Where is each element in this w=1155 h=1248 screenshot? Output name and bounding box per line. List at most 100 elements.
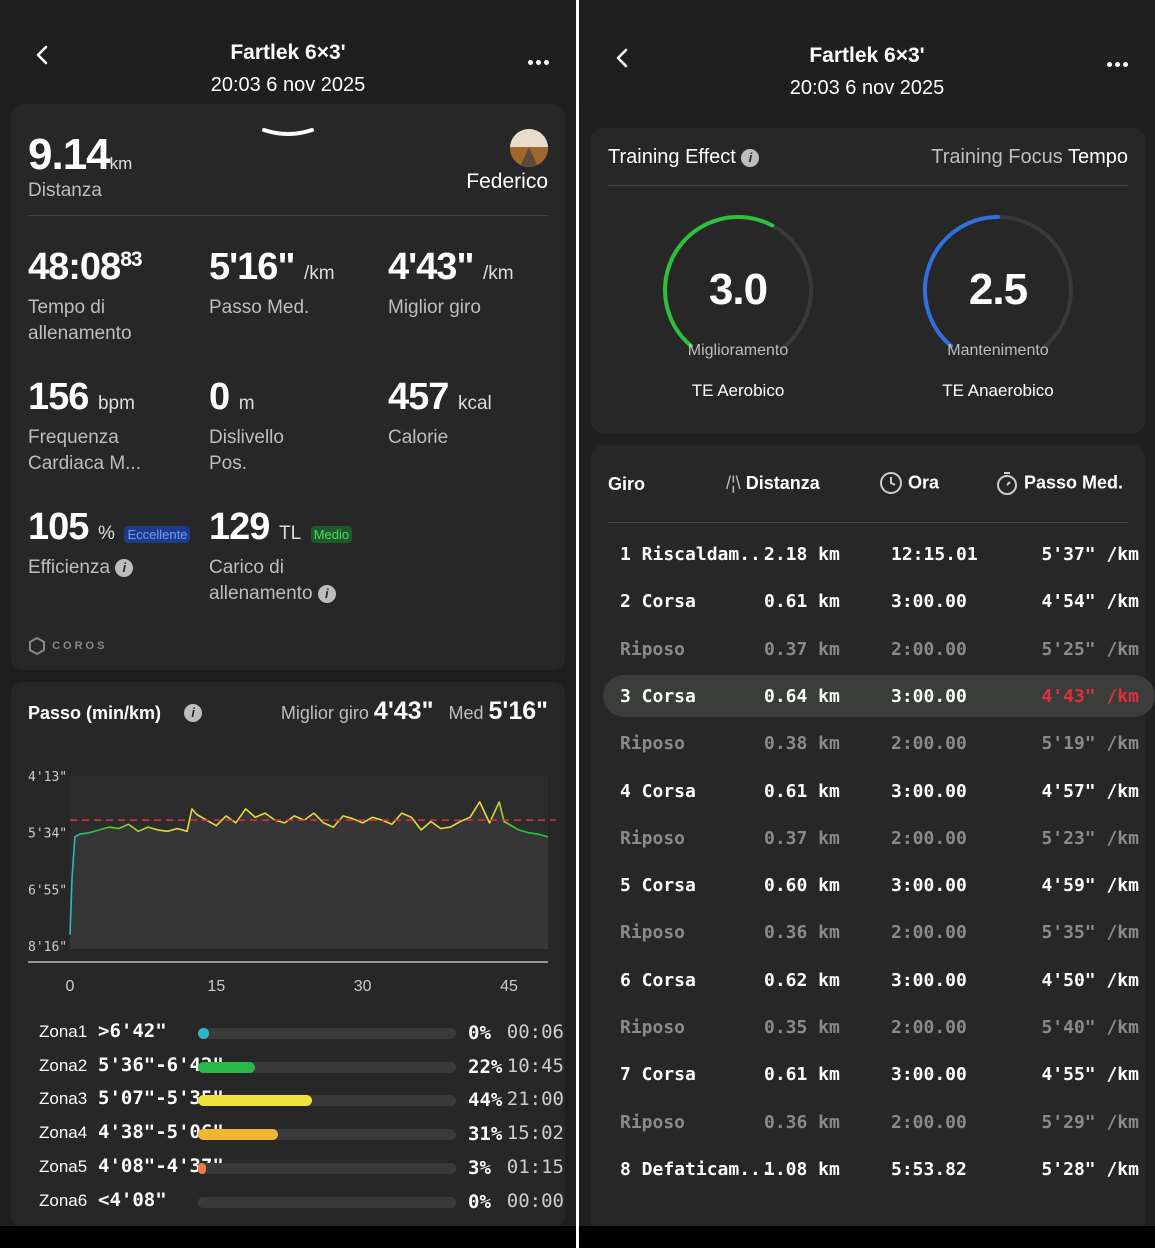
lap-time: 3:00.00 (891, 1064, 967, 1086)
distance-column-header[interactable]: /¦\ Distanza (726, 473, 820, 493)
zone-percent: 31% (468, 1123, 503, 1145)
lap-name: 3 Corsa (620, 685, 696, 707)
lap-row[interactable]: Riposo 0.35 km 2:00.00 5'40" /km (603, 1006, 1155, 1048)
header-bar: Fartlek 6×3' 20:03 6 nov 2025 (0, 0, 576, 104)
lap-pace: 5'19" /km (1041, 733, 1139, 755)
lap-pace: 4'57" /km (1041, 780, 1139, 802)
info-icon[interactable]: i (741, 148, 760, 167)
zone-percent: 3% (468, 1157, 491, 1179)
efficiency-value: 105 % Eccellente (28, 506, 191, 549)
activity-datetime: 20:03 6 nov 2025 (210, 74, 366, 96)
lap-pace: 5'37" /km (1041, 544, 1139, 565)
zone-row: Zona5 4'08"-4'37" 3% 01:15 (39, 1153, 564, 1181)
lap-time: 3:00.00 (891, 685, 967, 707)
lap-name: 5 Corsa (620, 875, 696, 897)
pace-column-header[interactable]: Passo Med. (995, 471, 1123, 495)
pace-area (70, 801, 548, 949)
lap-distance: 0.60 km (764, 875, 840, 897)
lap-pace: 5'35" /km (1041, 922, 1139, 944)
time-column-header[interactable]: Ora (879, 471, 939, 495)
pace-chart-summary: Miglior giro 4'43" Med 5'16" (280, 697, 548, 725)
zone-row: Zona6 <4'08" 0% 00:00 (39, 1187, 564, 1215)
lap-pace: 5'29" /km (1041, 1111, 1139, 1133)
more-options-icon[interactable] (528, 52, 554, 65)
lap-name: Riposo (620, 922, 686, 944)
zone-time: 21:00 (506, 1088, 564, 1110)
gauge-fill (923, 215, 1000, 348)
zone-name: Zona4 (39, 1123, 88, 1142)
zone-row: Zona2 5'36"-6'42" 22% 10:45 (39, 1052, 564, 1080)
lap-name: Riposo (620, 733, 686, 755)
clock-icon (880, 472, 902, 494)
lap-distance: 0.61 km (764, 1064, 840, 1086)
drag-handle-icon[interactable] (261, 124, 315, 136)
lap-row[interactable]: 8 Defaticam... 1.08 km 5:53.82 5'28" /km (603, 1148, 1155, 1190)
lap-row[interactable]: 7 Corsa 0.61 km 3:00.00 4'55" /km (603, 1053, 1155, 1095)
activity-summary-screen: Fartlek 6×3' 20:03 6 nov 2025 9.14km Dis… (0, 0, 576, 1248)
lap-row[interactable]: Riposo 0.37 km 2:00.00 5'23" /km (603, 817, 1155, 859)
info-icon[interactable]: i (184, 704, 202, 722)
zone-range: 4'38"-5'06" (98, 1121, 224, 1143)
training-effect-card: Training Effect i Training Focus Tempo 3… (591, 128, 1145, 433)
calories-label: Calorie (388, 427, 449, 448)
y-tick-label: 4'13" (28, 770, 67, 785)
back-arrow-icon[interactable] (32, 44, 54, 66)
lap-column-header[interactable]: Giro (608, 474, 646, 494)
info-icon[interactable]: i (317, 584, 336, 603)
bottom-bar (579, 1226, 1155, 1248)
lap-time: 3:00.00 (891, 875, 967, 897)
lap-row[interactable]: 3 Corsa 0.64 km 3:00.00 4'43" /km (603, 674, 1155, 717)
pace-card: Passo (min/km) i Miglior giro 4'43" Med … (11, 682, 565, 1227)
zone-bar (198, 1197, 456, 1208)
athlete-name: Federico (466, 170, 548, 193)
heart-rate-value: 156 bpm (28, 376, 135, 418)
efficiency-badge: Eccellente (124, 526, 191, 543)
y-tick-label: 6'55" (28, 883, 67, 898)
x-tick-label: 30 (354, 978, 372, 995)
lap-row[interactable]: Riposo 0.38 km 2:00.00 5'19" /km (603, 722, 1155, 764)
zone-row: Zona4 4'38"-5'06" 31% 15:02 (39, 1119, 564, 1147)
zone-bar-fill (198, 1028, 209, 1039)
training-time-label: Tempo di allenamento (28, 297, 132, 344)
more-options-icon[interactable] (1107, 54, 1133, 67)
info-icon[interactable]: i (115, 558, 134, 577)
lap-name: 1 Riscaldam... (620, 544, 772, 565)
lap-name: 7 Corsa (620, 1064, 696, 1086)
lap-row[interactable]: 1 Riscaldam... 2.18 km 12:15.01 5'37" /km (603, 533, 1155, 575)
lap-row[interactable]: 2 Corsa 0.61 km 3:00.00 4'54" /km (603, 580, 1155, 622)
lap-name: Riposo (620, 1111, 686, 1133)
aerobic-gauge (663, 215, 813, 348)
back-arrow-icon[interactable] (612, 47, 634, 69)
lap-time: 2:00.00 (891, 733, 967, 755)
zone-bar (198, 1095, 456, 1106)
elevation-gain-value: 0 m (209, 376, 255, 418)
zone-time: 00:00 (506, 1190, 564, 1212)
distance-value: 9.14km (28, 130, 133, 179)
lap-row[interactable]: 4 Corsa 0.61 km 3:00.00 4'57" /km (603, 770, 1155, 812)
elevation-gain-label: Dislivello Pos. (209, 427, 284, 474)
divider (608, 522, 1128, 523)
training-load-badge: Medio (310, 526, 353, 543)
lap-time: 12:15.01 (891, 544, 978, 565)
lap-name: 6 Corsa (620, 969, 696, 991)
lap-row[interactable]: 5 Corsa 0.60 km 3:00.00 4'59" /km (603, 864, 1155, 906)
lap-row[interactable]: Riposo 0.36 km 2:00.00 5'29" /km (603, 1101, 1155, 1143)
lap-distance: 0.64 km (764, 685, 840, 707)
lap-name: Riposo (620, 827, 686, 849)
lap-row[interactable]: 6 Corsa 0.62 km 3:00.00 4'50" /km (603, 959, 1155, 1001)
avg-pace-value: 5'16" /km (209, 246, 335, 288)
lap-distance: 0.37 km (764, 638, 840, 660)
lap-time: 5:53.82 (891, 1158, 967, 1180)
lap-row[interactable]: Riposo 0.36 km 2:00.00 5'35" /km (603, 911, 1155, 953)
training-time-value: 48:0883 (28, 246, 143, 288)
x-tick-label: 45 (500, 978, 518, 995)
zone-row: Zona3 5'07"-5'35" 44% 21:00 (39, 1085, 564, 1113)
zone-name: Zona1 (39, 1022, 88, 1041)
lap-time: 3:00.00 (891, 969, 967, 991)
lap-name: 8 Defaticam... (620, 1158, 772, 1180)
zone-range: <4'08" (98, 1189, 167, 1211)
lap-row[interactable]: Riposo 0.37 km 2:00.00 5'25" /km (603, 628, 1155, 670)
activity-datetime: 20:03 6 nov 2025 (789, 77, 945, 99)
zone-time: 15:02 (506, 1122, 564, 1144)
avatar[interactable] (510, 129, 548, 167)
